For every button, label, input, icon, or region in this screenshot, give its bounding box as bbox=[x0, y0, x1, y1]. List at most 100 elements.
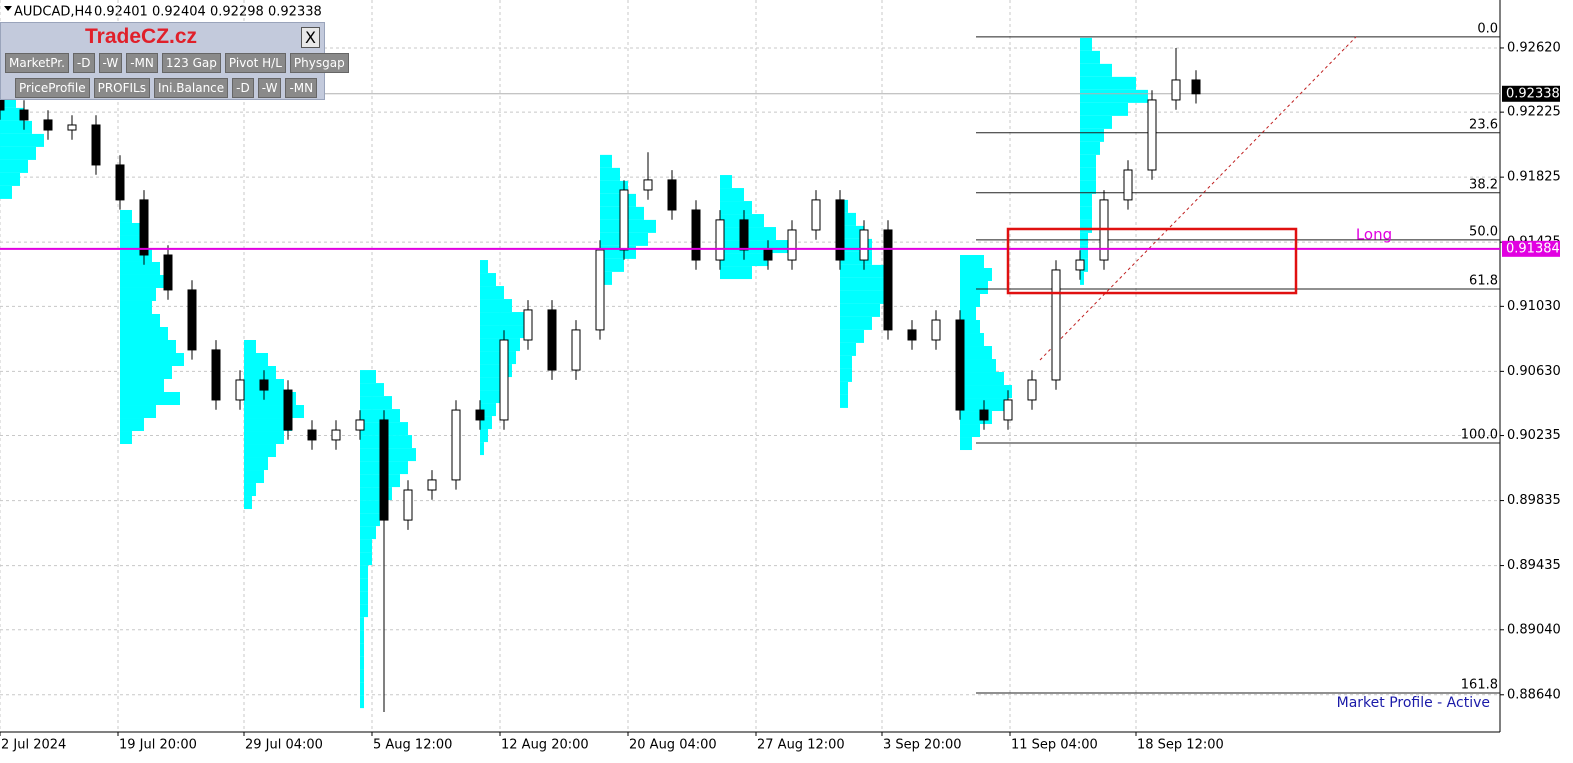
profile-bar bbox=[360, 396, 392, 410]
candle-body bbox=[859, 229, 869, 261]
profile-bar bbox=[120, 313, 160, 327]
close-button[interactable]: X bbox=[301, 27, 320, 48]
x-tick-label: 19 Jul 20:00 bbox=[119, 738, 197, 753]
candle-body bbox=[835, 199, 845, 261]
profile-bar bbox=[244, 339, 256, 353]
candle-body bbox=[739, 219, 749, 251]
profile-bar bbox=[244, 405, 304, 419]
tool-button[interactable]: -D bbox=[72, 53, 95, 73]
candle-body bbox=[0, 99, 5, 111]
profile-bar bbox=[600, 258, 624, 272]
profile-bar bbox=[720, 240, 788, 254]
profile-bar bbox=[244, 444, 276, 458]
profile-bar bbox=[1080, 63, 1112, 77]
profile-bar bbox=[1080, 180, 1096, 194]
y-tick-label: 0.89435 bbox=[1507, 558, 1561, 573]
candle-body bbox=[787, 229, 797, 261]
profile-bar bbox=[120, 379, 164, 393]
profile-bar bbox=[840, 329, 864, 343]
candle-body bbox=[259, 379, 269, 391]
x-tick-label: 29 Jul 04:00 bbox=[245, 738, 323, 753]
candle-body bbox=[235, 379, 245, 401]
tool-button[interactable]: Physgap bbox=[289, 53, 349, 73]
profile-bar bbox=[960, 359, 996, 373]
candle-body bbox=[499, 339, 509, 421]
candle-body bbox=[1003, 399, 1013, 421]
ohlc-high: 0.92404 bbox=[152, 5, 206, 20]
tool-button[interactable]: Ini.Balance bbox=[154, 78, 229, 98]
profile-bar bbox=[960, 320, 980, 334]
profile-bar bbox=[0, 172, 20, 186]
profile-bar bbox=[840, 303, 880, 317]
profile-bar bbox=[720, 188, 744, 202]
zone-label: Long bbox=[1356, 225, 1392, 243]
tool-button[interactable]: PriceProfile bbox=[15, 78, 90, 98]
candle-body bbox=[595, 249, 605, 331]
profile-bar bbox=[480, 390, 500, 404]
profile-bar bbox=[960, 307, 976, 321]
candle-body bbox=[715, 219, 725, 261]
candle-body bbox=[163, 254, 173, 291]
candle-body bbox=[1191, 79, 1201, 95]
candle-body bbox=[331, 429, 341, 441]
tool-button[interactable]: Pivot H/L bbox=[224, 53, 286, 73]
tool-button[interactable]: -D bbox=[232, 78, 254, 98]
profile-bar bbox=[360, 591, 368, 605]
profile-bar bbox=[120, 326, 168, 340]
profile-bar bbox=[360, 565, 368, 579]
profile-bar bbox=[720, 175, 732, 189]
y-tick-label: 0.90630 bbox=[1507, 364, 1561, 379]
tool-button[interactable]: -MN bbox=[126, 53, 158, 73]
candle-body bbox=[139, 199, 149, 256]
profile-bar bbox=[360, 383, 384, 397]
tool-button[interactable]: PROFILs bbox=[93, 78, 150, 98]
price-box bbox=[1502, 85, 1560, 102]
profile-bar bbox=[360, 370, 376, 384]
fib-label: 61.8 bbox=[1469, 273, 1498, 288]
profile-bar bbox=[120, 352, 184, 366]
profile-bar bbox=[1080, 245, 1088, 259]
candle-body bbox=[283, 389, 293, 431]
candle-body bbox=[19, 109, 29, 121]
tool-button[interactable]: 123 Gap bbox=[161, 53, 221, 73]
profile-bar bbox=[244, 418, 292, 432]
candle-body bbox=[1171, 79, 1181, 101]
profile-bar bbox=[244, 366, 276, 380]
profile-bar bbox=[960, 294, 980, 308]
profile-bar bbox=[120, 366, 172, 380]
profile-bar bbox=[120, 261, 160, 275]
candle-body bbox=[1075, 259, 1085, 271]
profile-bar bbox=[840, 381, 848, 395]
tool-button[interactable]: -W bbox=[98, 53, 123, 73]
x-tick-label: 12 Aug 20:00 bbox=[501, 738, 589, 753]
profile-bar bbox=[480, 351, 516, 365]
candle-body bbox=[811, 199, 821, 231]
profile-bar bbox=[120, 431, 132, 445]
price-label: 0.91384 bbox=[1506, 241, 1560, 256]
profile-bar bbox=[360, 539, 372, 553]
candle-body bbox=[403, 489, 413, 521]
profile-bar bbox=[960, 346, 992, 360]
candle-body bbox=[931, 319, 941, 341]
profile-bar bbox=[360, 669, 364, 683]
tool-button[interactable]: -W bbox=[257, 78, 282, 98]
candle-body bbox=[979, 409, 989, 421]
tool-button[interactable]: MarketPr. bbox=[5, 53, 69, 73]
profile-bar bbox=[840, 277, 892, 291]
y-tick-label: 0.91030 bbox=[1507, 299, 1561, 314]
button-row: PriceProfile PROFILs Ini.Balance -D -W -MN bbox=[15, 78, 318, 98]
y-tick-label: 0.91825 bbox=[1507, 170, 1561, 185]
profile-bar bbox=[1080, 154, 1096, 168]
profile-bar bbox=[480, 312, 524, 326]
profile-bar bbox=[1080, 141, 1100, 155]
candle-body bbox=[1123, 169, 1133, 201]
profile-bar bbox=[1080, 193, 1092, 207]
profile-bar bbox=[840, 368, 852, 382]
profile-bar bbox=[0, 107, 24, 121]
ohlc-open: 0.92401 bbox=[94, 5, 148, 20]
fib-label: 38.2 bbox=[1469, 177, 1498, 192]
x-tick-label: 11 Sep 04:00 bbox=[1011, 738, 1098, 753]
tool-button[interactable]: -MN bbox=[285, 78, 318, 98]
candle-body bbox=[1147, 99, 1157, 171]
